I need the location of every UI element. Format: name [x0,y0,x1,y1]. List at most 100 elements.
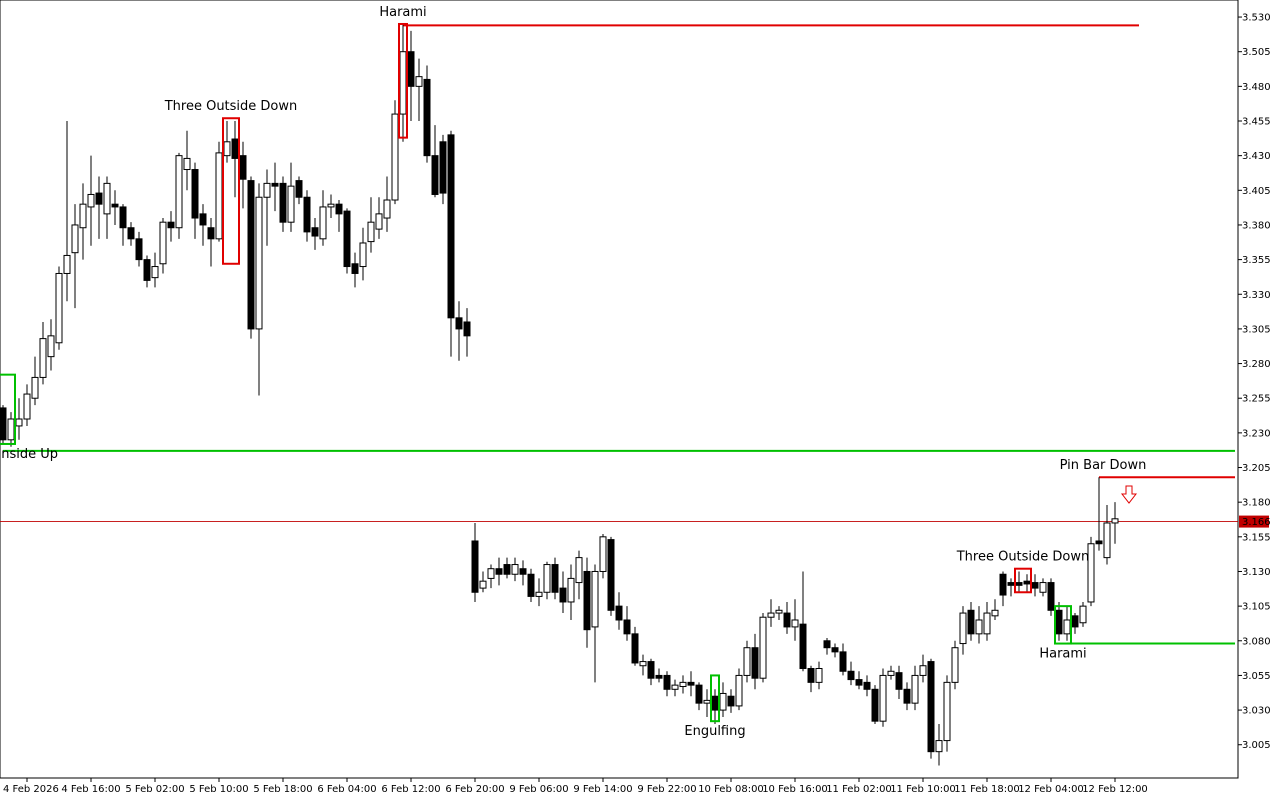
candle-body [943,681,951,742]
candle-body [471,540,479,593]
x-tick-label: 11 Feb 10:00 [890,784,956,795]
candle-body [815,668,823,683]
candle-body [703,699,711,704]
candle-body [231,138,239,159]
candle-body [735,674,743,707]
candle-body [879,674,887,722]
candle-body [39,338,47,378]
y-tick-label: 3.205 [1242,463,1271,474]
pattern-label: Three Outside Down [956,550,1090,565]
candle-body [463,321,471,337]
candle-body [759,616,767,679]
pattern-box [710,674,720,723]
candle-body [7,418,15,441]
candle-body [503,564,511,575]
candle-body [1023,580,1031,585]
candle-body [567,577,575,603]
candle-body [767,612,775,618]
candle-body [583,570,591,631]
candle-body [495,568,503,575]
candle-body [1079,605,1087,624]
candle-body [1007,582,1015,586]
candle-body [375,213,383,230]
x-tick-label: 5 Feb 02:00 [125,784,184,795]
candle-body [551,564,559,593]
candle-body [895,672,903,690]
y-tick-label: 3.480 [1242,82,1271,93]
y-tick-label: 3.530 [1242,13,1271,24]
candle-body [847,670,855,681]
candle-body [95,192,103,205]
candle-body [887,670,895,676]
pattern-box [1014,567,1032,594]
candle-body [87,193,95,208]
candle-body [951,647,959,683]
y-tick-label: 3.255 [1242,394,1271,405]
candle-body [47,335,55,358]
candle-body [159,221,167,265]
candle-body [367,221,375,243]
candle-body [1015,582,1023,586]
candle-body [527,573,535,597]
x-tick-label: 6 Feb 04:00 [317,784,376,795]
candle-body [447,134,455,319]
candle-body [519,568,527,575]
candle-body [319,206,327,240]
pattern-label: Harami [379,5,426,20]
y-tick-label: 3.305 [1242,324,1271,335]
candle-body [351,263,359,274]
candle-body [263,182,271,198]
candle-body [559,587,567,603]
candle-body [639,661,647,667]
candle-body [511,564,519,575]
candle-body [103,182,111,215]
y-tick-label: 3.280 [1242,359,1271,370]
candle-body [487,568,495,579]
current-price-label: 3.166 [1242,517,1271,528]
candle-body [1063,619,1071,635]
candle-body [791,619,799,628]
candle-body [271,182,279,187]
pattern-box [398,22,408,139]
y-tick-label: 3.355 [1242,255,1271,266]
y-tick-label: 3.330 [1242,290,1271,301]
candle-body [431,155,439,195]
pattern-label: Pin Bar Down [1060,458,1147,473]
y-tick-label: 3.030 [1242,706,1271,717]
candle-body [863,681,871,690]
candle-body [191,169,199,219]
x-tick-label: 11 Feb 18:00 [954,784,1020,795]
candle-body [1087,543,1095,603]
candle-body [175,155,183,229]
candle-body [239,155,247,180]
candle-body [903,688,911,704]
y-tick-label: 3.105 [1242,602,1271,613]
candle-body [63,254,71,274]
candle-body [287,185,295,223]
candle-body [455,317,463,330]
candle-body [423,78,431,157]
candle-body [799,623,807,670]
candle-body [991,609,999,617]
candle-body [311,227,319,237]
candle-body [647,661,655,679]
pattern-label: Harami [1039,647,1086,662]
candle-body [199,213,207,226]
candle-body [919,665,927,676]
x-tick-label: 11 Feb 02:00 [826,784,892,795]
candle-body [695,684,703,704]
candle-body [807,668,815,683]
candle-body [975,619,983,635]
candle-body [1039,582,1047,593]
candle-body [23,393,31,420]
candle-body [111,203,119,208]
candle-body [983,612,991,635]
x-tick-label: 12 Feb 12:00 [1082,784,1148,795]
candle-body [671,684,679,690]
candle-body [687,681,695,686]
candle-body [135,238,143,261]
candle-body [599,536,607,572]
x-tick-label: 6 Feb 12:00 [381,784,440,795]
candle-body [127,227,135,240]
